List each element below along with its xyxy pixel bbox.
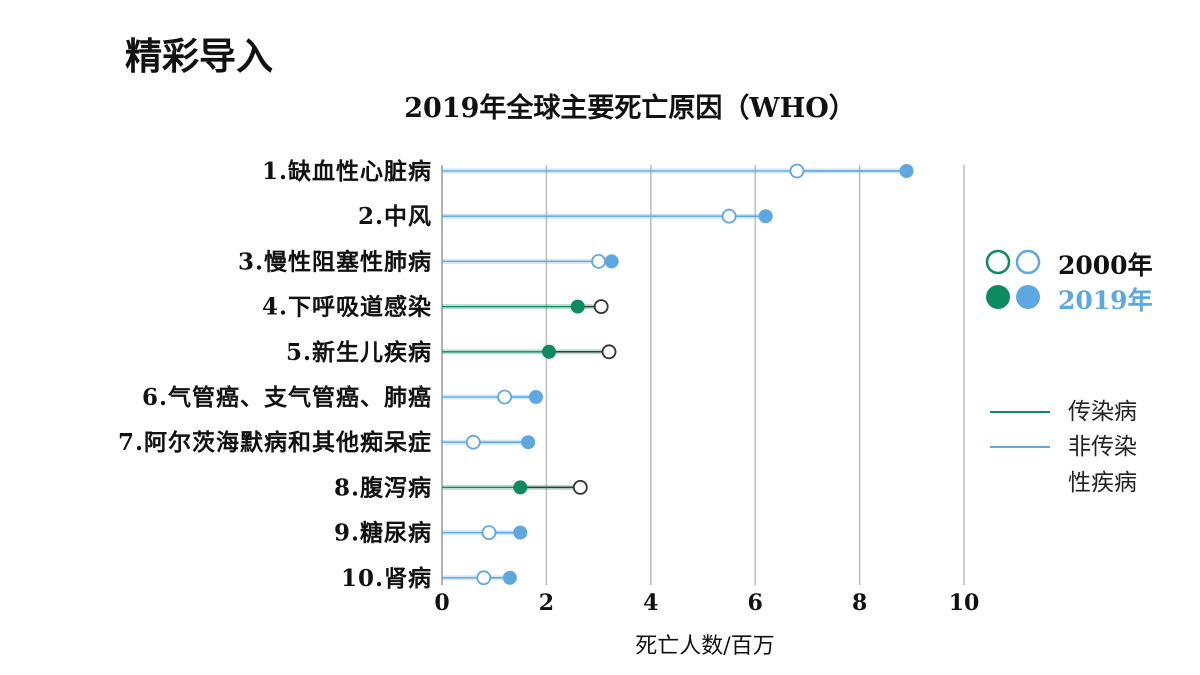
legend-noncommunicable-label-line2: 性疾病 [1068,470,1137,496]
x-tick-label-4: 4 [643,590,658,616]
category-label: 2.中风 [358,203,432,230]
category-label: 7.阿尔茨海默病和其他痴呆症 [118,429,432,456]
point-2000 [593,299,609,315]
legend-noncommunicable-label-line1: 非传染 [1068,434,1137,460]
category-label: 4.下呼吸道感染 [262,294,432,321]
point-2000 [465,434,481,450]
category-label: 5.新生儿疾病 [286,339,432,366]
point-2019 [513,480,528,495]
category-labels: 1.缺血性心脏病 2.中风 3.慢性阻塞性肺病 4.下呼吸道感染 5.新生儿疾病 6.气管… [118,158,432,592]
category-label: 6.气管癌、支气管癌、肺癌 [142,384,432,411]
point-2019 [604,254,619,269]
point-2000 [789,163,805,179]
bars-layer [442,163,914,586]
legend-2000-label: 2000年 [1058,251,1153,280]
point-2019 [502,570,517,585]
point-2000 [481,525,497,540]
legend-2019-communicable-marker [986,285,1010,309]
point-2019 [542,344,557,359]
x-axis-label: 死亡人数/百万 [635,634,774,659]
category-label: 9.糖尿病 [334,520,432,547]
point-2019 [528,390,543,404]
legend-2000-noncommunicable-marker [1015,249,1041,275]
chart-title: 2019年全球主要死亡原因（WHO） [404,92,856,124]
grid-lines [441,165,965,585]
point-2019 [513,525,528,540]
point-2000 [572,479,588,495]
point-2019 [570,299,585,314]
x-tick-label-0: 0 [434,590,449,616]
point-2000 [591,253,606,269]
point-2000 [601,344,617,360]
point-2019 [758,209,773,224]
point-2000 [721,208,737,224]
category-label: 10.肾病 [341,565,432,592]
category-label: 1.缺血性心脏病 [262,158,432,185]
category-label: 3.慢性阻塞性肺病 [238,248,432,275]
x-tick-label-2: 2 [539,590,554,616]
point-2000 [497,389,513,405]
point-2019 [899,164,914,178]
x-tick-labels: 0 2 4 6 8 10 [434,590,979,616]
legend-2019-label: 2019年 [1058,286,1153,315]
x-tick-label-8: 8 [852,590,867,616]
point-2019 [521,435,536,450]
slide-heading: 精彩导入 [125,35,273,78]
legend-communicable-label: 传染病 [1068,399,1137,425]
x-tick-label-6: 6 [748,590,763,616]
legend-2019-noncommunicable-marker [1016,285,1040,309]
legend-2000-communicable-marker [985,249,1011,275]
point-2000 [476,570,492,586]
x-tick-label-10: 10 [949,590,980,616]
legend [985,249,1050,448]
category-label: 8.腹泻病 [334,474,432,501]
